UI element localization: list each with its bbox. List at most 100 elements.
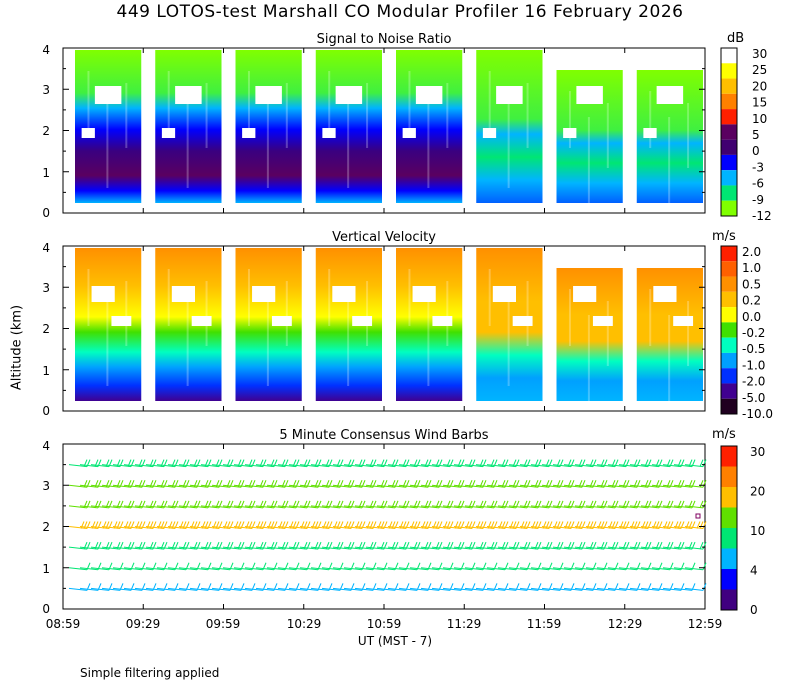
heatmap-streak: [106, 295, 109, 386]
wind-barb: [266, 587, 286, 591]
wind-barb-flag: [509, 521, 514, 529]
wind-barb-flag: [388, 521, 393, 529]
wind-barb: [530, 587, 550, 591]
heatmap-gap: [643, 128, 657, 138]
wind-barb: [398, 587, 418, 591]
page-title: 449 LOTOS-test Marshall CO Modular Profi…: [116, 2, 684, 22]
wind-barb: [255, 567, 275, 571]
wind-barb: [112, 567, 132, 571]
wind-barb-flag: [223, 521, 228, 529]
x-tick-label: 10:29: [287, 617, 322, 631]
wind-barb: [618, 567, 638, 571]
heatmap-streak: [507, 97, 510, 188]
heatmap-streak: [526, 83, 529, 148]
wind-barb: [684, 567, 704, 571]
wind-barb: [321, 587, 341, 591]
wind-barb: [442, 567, 462, 571]
wind-barb-flag: [256, 521, 261, 529]
colorbar-label: 0: [750, 603, 758, 617]
wind-barb: [233, 567, 253, 571]
wind-barb: [475, 587, 495, 591]
y-tick-label: 4: [42, 241, 50, 255]
heatmap-streak: [659, 302, 661, 376]
velocity-heatmap: [75, 248, 703, 406]
wind-barb: [288, 567, 308, 571]
heatmap-streak: [196, 268, 198, 316]
wind-barb-flag: [355, 521, 360, 529]
wind-barb-flag: [702, 583, 707, 591]
wind-barb: [541, 587, 561, 591]
wind-barb: [574, 587, 594, 591]
colorbar-swatch: [721, 337, 737, 353]
colorbar-label: -6: [752, 177, 764, 191]
heatmap-streak: [366, 281, 369, 346]
heatmap-streak: [78, 256, 80, 296]
wind-barb-flag: [135, 521, 140, 529]
heatmap-streak: [517, 268, 519, 316]
x-tick-label: 12:59: [688, 617, 723, 631]
snr-colorbar: 30 25 20 15 10 5 0 -3 -6 -9 -12: [720, 47, 772, 223]
wind-barb: [629, 567, 649, 571]
wind-barb: [134, 567, 154, 571]
wind-barb: [442, 587, 462, 591]
heatmap-streak: [507, 295, 510, 386]
heatmap-streak: [640, 78, 642, 118]
wind-barb-flag: [80, 521, 85, 529]
heatmap-gap: [335, 86, 363, 104]
colorbar-swatch: [721, 139, 737, 155]
heatmap-streak: [587, 117, 590, 208]
heatmap-streak: [135, 294, 137, 376]
wind-barb-flag: [366, 521, 371, 529]
heatmap-gap: [175, 86, 202, 104]
colorbar-label: 0: [752, 144, 760, 158]
heatmap-streak: [560, 78, 562, 118]
y-tick-label: 2: [42, 124, 50, 138]
wind-barb: [255, 587, 275, 591]
heatmap-streak: [295, 294, 297, 376]
y-tick-label: 3: [42, 83, 50, 97]
colorbar-label: -9: [752, 193, 764, 207]
wind-barb-flag: [699, 480, 704, 488]
colorbar-swatch: [721, 589, 737, 610]
heatmap-streak: [687, 301, 690, 366]
colorbar-swatch: [721, 261, 737, 277]
heatmap-gap: [352, 316, 373, 326]
wind-barb-flag: [300, 521, 305, 529]
wind-barb: [68, 567, 88, 571]
wind-barb: [486, 567, 506, 571]
wind-barb: [145, 587, 165, 591]
wind-barb: [79, 587, 99, 591]
heatmap-streak: [536, 294, 538, 376]
heatmap-gap: [81, 128, 95, 138]
wind-barb-flag: [575, 521, 580, 529]
y-tick-label: 4: [42, 43, 50, 57]
heatmap-streak: [87, 269, 90, 326]
colorbar-label: -1.0: [742, 358, 765, 372]
wind-barb-flag: [608, 521, 613, 529]
heatmap-gap: [271, 316, 292, 326]
heatmap-streak: [106, 97, 109, 188]
wind-barb-flag: [586, 521, 591, 529]
wind-barb-flag: [311, 521, 316, 529]
velocity-colorbar-unit: m/s: [712, 229, 736, 244]
x-axis-label: UT (MST - 7): [357, 634, 433, 648]
heatmap-block: [315, 50, 382, 203]
heatmap-streak: [215, 96, 217, 178]
wind-barb: [101, 567, 121, 571]
heatmap-streak: [456, 294, 458, 376]
heatmap-block: [476, 50, 543, 203]
wind-barb: [189, 587, 209, 591]
heatmap-streak: [186, 97, 189, 188]
heatmap-streak: [328, 269, 331, 326]
wind-barb-flag: [498, 521, 503, 529]
wind-barb: [222, 567, 242, 571]
wind-barb-flag: [699, 541, 704, 550]
wind-marker: [695, 513, 701, 519]
wind-barb: [519, 587, 539, 591]
heatmap-streak: [167, 71, 170, 128]
colorbar-swatch: [721, 569, 737, 590]
heatmap-block: [396, 50, 463, 203]
wind-barb-flag: [168, 521, 173, 529]
colorbar-label: 20: [752, 79, 767, 93]
wind-barb: [497, 567, 517, 571]
